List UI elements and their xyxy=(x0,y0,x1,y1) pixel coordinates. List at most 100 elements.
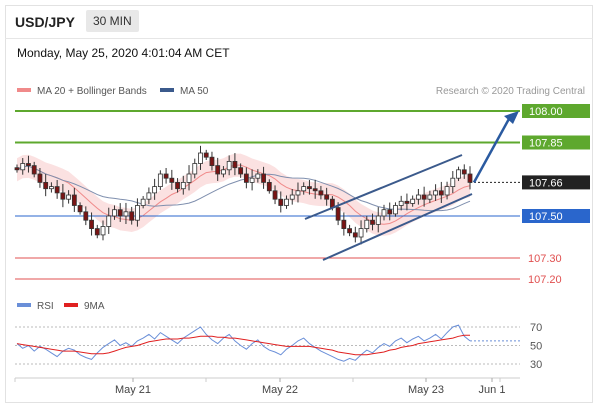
candle-body xyxy=(307,186,312,190)
candle-body xyxy=(410,198,416,204)
pair-title: USD/JPY xyxy=(15,14,75,30)
candle-body xyxy=(438,190,444,196)
candle-body xyxy=(289,194,295,200)
candle-body xyxy=(444,186,450,196)
x-tick-label: May 21 xyxy=(115,384,151,396)
candle-body xyxy=(387,209,393,215)
widget-frame xyxy=(5,5,593,403)
candle-body xyxy=(370,219,375,225)
candle-body xyxy=(129,211,135,221)
candle-body xyxy=(278,198,284,206)
candles-layer xyxy=(14,145,473,245)
channel-lower-line xyxy=(322,193,473,261)
candle-body xyxy=(94,228,100,236)
chart-credit: Research © 2020 Trading Central xyxy=(436,86,585,97)
candle-body xyxy=(467,173,473,183)
candle-body xyxy=(135,205,140,221)
candle-body xyxy=(77,205,83,213)
x-tick-label: May 22 xyxy=(262,384,298,396)
candle-body xyxy=(215,165,221,175)
candle-body xyxy=(226,160,232,171)
level-label-3: 107.50 xyxy=(529,211,563,223)
candle-body xyxy=(232,160,238,169)
candle-body xyxy=(358,228,364,238)
candle-body xyxy=(375,215,381,225)
candle-body xyxy=(180,181,186,190)
candle-body xyxy=(54,186,60,194)
level-label-2: 107.66 xyxy=(529,177,563,189)
candle-body xyxy=(301,186,307,192)
legend-ma50-label: MA 50 xyxy=(180,86,209,97)
rsi-line xyxy=(16,324,471,362)
candle-body xyxy=(221,169,226,175)
target-arrow-head xyxy=(504,111,519,124)
candle-body xyxy=(169,177,175,183)
candle-body xyxy=(66,194,72,200)
level-label-5: 107.20 xyxy=(528,274,562,286)
candle-body xyxy=(157,173,163,188)
level-box-0 xyxy=(522,104,590,118)
rsi-level-label-2: 30 xyxy=(530,359,542,371)
candle-body xyxy=(347,228,352,234)
candle-body xyxy=(209,156,215,166)
candle-body xyxy=(117,209,123,217)
rsi-panel: 70 50 30 xyxy=(15,322,542,371)
level-box-3 xyxy=(522,209,590,223)
candle-body xyxy=(450,177,456,187)
target-arrow-shaft xyxy=(472,116,512,184)
timeframe-badge[interactable]: 30 MIN xyxy=(86,10,139,32)
candle-body xyxy=(112,209,117,217)
candle-body xyxy=(421,194,427,200)
candle-body xyxy=(352,232,358,238)
candle-body xyxy=(192,163,198,175)
candle-body xyxy=(100,226,106,236)
level-label-0: 108.00 xyxy=(529,106,563,118)
candle-body xyxy=(318,190,324,196)
candle-body xyxy=(415,194,421,200)
candle-body xyxy=(461,169,467,175)
ma20-line xyxy=(16,164,471,225)
candle-body xyxy=(37,173,43,183)
candle-body xyxy=(163,173,169,179)
candle-body xyxy=(43,181,49,190)
candle-body xyxy=(255,173,261,179)
level-box-2 xyxy=(522,175,590,190)
legend-ma50-swatch xyxy=(160,88,174,92)
candle-body xyxy=(249,177,255,183)
candle-body xyxy=(186,173,192,183)
candle-body xyxy=(433,190,438,196)
rsi-ma-line xyxy=(16,334,470,356)
price-levels-layer: 108.00 107.85 107.66 107.50 107.30 107.20 xyxy=(15,104,590,286)
candle-body xyxy=(243,173,249,183)
candle-body xyxy=(31,165,37,175)
candle-body xyxy=(266,181,272,192)
candle-body xyxy=(146,192,152,200)
annotation-layer xyxy=(304,111,519,261)
candle-body xyxy=(123,211,129,217)
candle-body xyxy=(341,219,347,229)
candle-body xyxy=(89,219,94,229)
candle-body xyxy=(71,194,77,206)
candle-body xyxy=(404,200,410,204)
candle-body xyxy=(427,194,433,200)
candle-body xyxy=(364,219,370,229)
candle-body xyxy=(152,186,158,194)
legend-9ma-swatch xyxy=(64,303,78,307)
x-axis-ticks: May 21 May 22 May 23 Jun 1 xyxy=(14,378,505,396)
bollinger-band-layer xyxy=(16,153,471,236)
candle-body xyxy=(140,198,146,206)
candle-body xyxy=(60,192,66,200)
level-box-1 xyxy=(522,135,590,150)
datetime-label: Monday, May 25, 2020 4:01:04 AM CET xyxy=(17,46,230,60)
channel-upper-line xyxy=(304,154,463,220)
candle-body xyxy=(284,198,289,206)
candle-body xyxy=(393,205,398,215)
level-label-1: 107.85 xyxy=(529,138,563,150)
legend-rsi-swatch xyxy=(17,303,31,307)
candle-body xyxy=(261,173,266,183)
candle-body xyxy=(456,169,461,179)
candle-body xyxy=(324,194,330,200)
candle-body xyxy=(238,167,244,175)
candle-body xyxy=(83,211,89,221)
